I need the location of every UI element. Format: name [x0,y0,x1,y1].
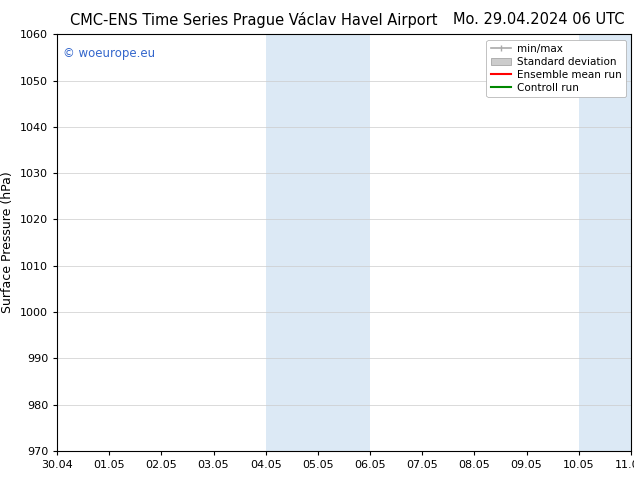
Text: Mo. 29.04.2024 06 UTC: Mo. 29.04.2024 06 UTC [453,12,624,27]
Bar [579,34,634,451]
Text: © woeurope.eu: © woeurope.eu [63,47,155,60]
Legend: min/max, Standard deviation, Ensemble mean run, Controll run: min/max, Standard deviation, Ensemble me… [486,40,626,97]
Y-axis label: Surface Pressure (hPa): Surface Pressure (hPa) [1,172,15,314]
Text: CMC-ENS Time Series Prague Václav Havel Airport: CMC-ENS Time Series Prague Václav Havel … [70,12,437,28]
Bar [266,34,370,451]
